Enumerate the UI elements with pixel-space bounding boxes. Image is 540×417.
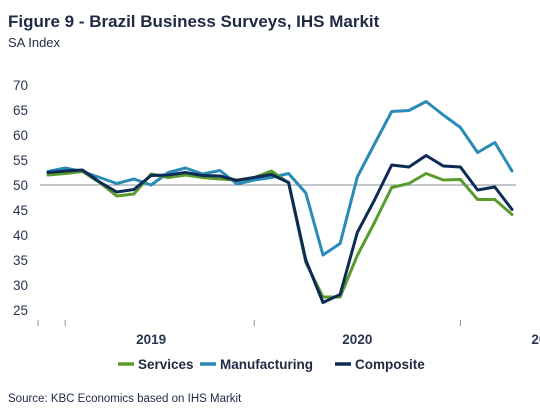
y-tick-label: 50: [13, 178, 28, 193]
source-note: Source: KBC Economics based on IHS Marki…: [8, 393, 242, 405]
chart-title: Figure 9 - Brazil Business Surveys, IHS …: [8, 12, 380, 31]
series-line-composite: [46, 154, 514, 304]
x-year-label: 2021: [531, 332, 540, 347]
legend-label-manufacturing: Manufacturing: [220, 357, 313, 372]
x-axis: 2019 2020 2021: [37, 184, 540, 347]
y-tick-label: 55: [13, 153, 28, 168]
legend-label-services: Services: [138, 357, 194, 372]
y-tick-label: 60: [13, 128, 28, 143]
x-year-label: 2020: [342, 332, 372, 347]
chart-subtitle: SA Index: [8, 35, 61, 50]
y-tick-label: 35: [13, 253, 28, 268]
y-tick-label: 70: [13, 78, 28, 93]
x-year-label: 2019: [136, 332, 166, 347]
legend: Services Manufacturing Composite: [118, 357, 425, 372]
y-tick-label: 40: [13, 228, 28, 243]
plot-area: [46, 100, 514, 304]
y-tick-label: 45: [13, 203, 28, 218]
y-tick-label: 30: [13, 278, 28, 293]
legend-label-composite: Composite: [355, 357, 425, 372]
y-tick-label: 65: [13, 103, 28, 118]
y-axis: 25 30 35 40 45 50 55 60 65 70: [13, 78, 28, 318]
y-tick-label: 25: [13, 303, 28, 318]
series-line-services: [46, 169, 514, 299]
